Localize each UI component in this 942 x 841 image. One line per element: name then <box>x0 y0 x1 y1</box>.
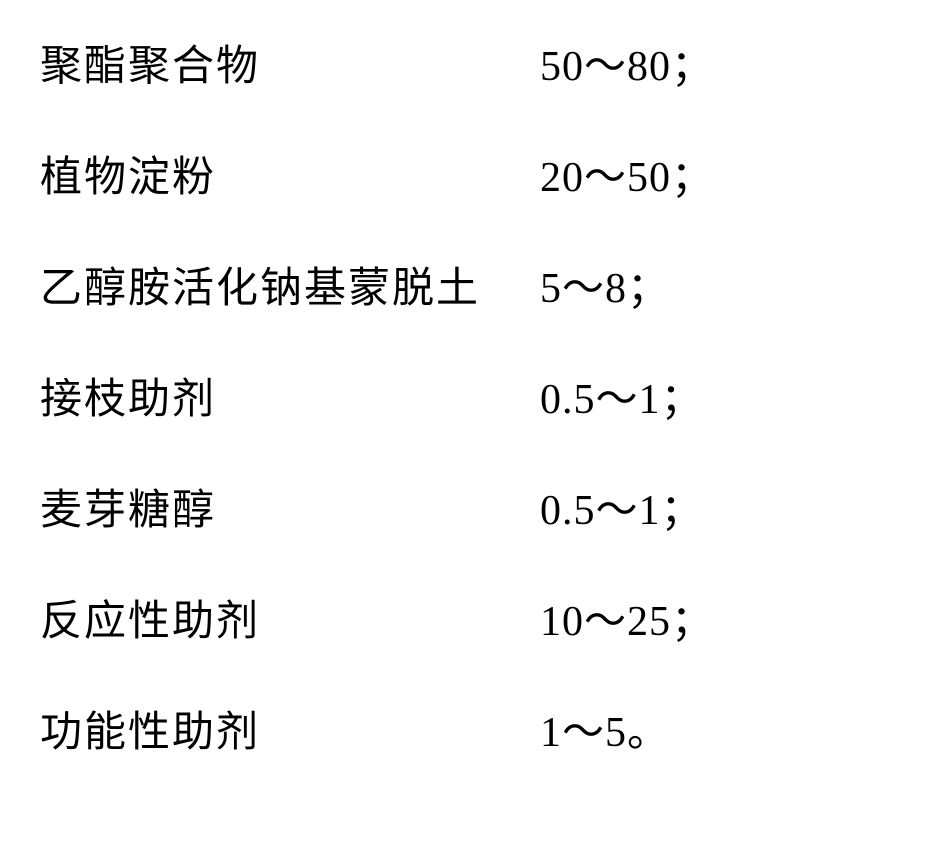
table-row: 植物淀粉 20～50； <box>40 143 902 204</box>
table-row: 反应性助剂 10～25； <box>40 587 902 648</box>
component-value: 0.5～1； <box>540 365 704 426</box>
component-label: 乙醇胺活化钠基蒙脱土 <box>40 254 540 315</box>
table-row: 乙醇胺活化钠基蒙脱土 5～8； <box>40 254 902 315</box>
table-row: 接枝助剂 0.5～1； <box>40 365 902 426</box>
component-value: 10～25； <box>540 587 714 648</box>
table-row: 麦芽糖醇 0.5～1； <box>40 476 902 537</box>
component-value: 50～80； <box>540 32 714 93</box>
component-label: 接枝助剂 <box>40 365 540 426</box>
component-value: 0.5～1； <box>540 476 704 537</box>
component-label: 聚酯聚合物 <box>40 32 540 93</box>
component-label: 功能性助剂 <box>40 698 540 759</box>
component-value: 1～5。 <box>540 698 670 759</box>
composition-list: 聚酯聚合物 50～80； 植物淀粉 20～50； 乙醇胺活化钠基蒙脱土 5～8；… <box>0 0 942 841</box>
table-row: 聚酯聚合物 50～80； <box>40 32 902 93</box>
component-label: 反应性助剂 <box>40 587 540 648</box>
component-value: 5～8； <box>540 254 670 315</box>
table-row: 功能性助剂 1～5。 <box>40 698 902 759</box>
component-label: 植物淀粉 <box>40 143 540 204</box>
component-label: 麦芽糖醇 <box>40 476 540 537</box>
component-value: 20～50； <box>540 143 714 204</box>
